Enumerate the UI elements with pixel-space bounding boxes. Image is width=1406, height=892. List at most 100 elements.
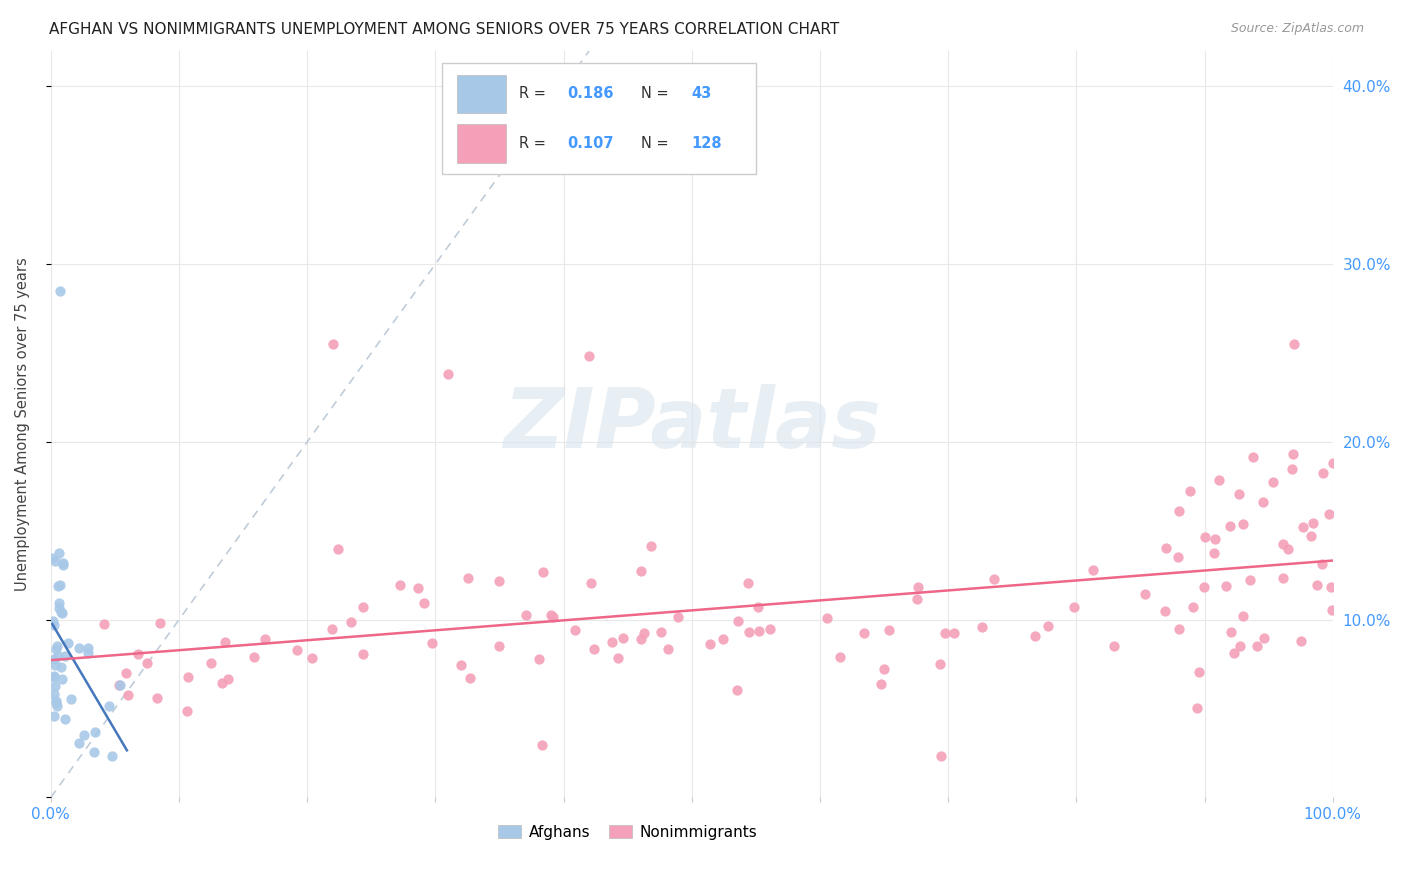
Point [450, 657, 472, 672]
Point [1232, 609, 1254, 624]
Point [759, 622, 782, 636]
Point [1215, 579, 1237, 593]
Point [176, 704, 198, 718]
Point [1133, 587, 1156, 601]
Point [541, 610, 564, 624]
Text: R =: R = [519, 136, 550, 151]
Point [352, 599, 374, 614]
Point [1277, 541, 1299, 556]
Point [200, 656, 222, 670]
Point [149, 616, 172, 631]
Point [630, 564, 652, 578]
Point [1282, 448, 1305, 462]
Point [42, 651, 65, 665]
Text: AFGHAN VS NONIMMIGRANTS UNEMPLOYMENT AMONG SENIORS OVER 75 YEARS CORRELATION CHA: AFGHAN VS NONIMMIGRANTS UNEMPLOYMENT AMO… [49, 22, 839, 37]
Point [1322, 456, 1344, 470]
Point [737, 576, 759, 591]
Point [1204, 533, 1226, 547]
Point [488, 574, 510, 588]
Point [666, 610, 689, 624]
Point [869, 677, 891, 691]
Point [51, 605, 73, 619]
Point [1154, 604, 1177, 618]
Point [727, 614, 749, 628]
Point [301, 651, 323, 665]
Point [177, 670, 200, 684]
Point [1192, 580, 1215, 594]
Text: 128: 128 [692, 136, 723, 151]
Point [583, 642, 606, 657]
Point [52, 558, 75, 573]
Point [46, 699, 69, 714]
Text: 0.186: 0.186 [568, 87, 614, 102]
Text: N =: N = [641, 87, 673, 102]
Point [254, 632, 277, 647]
Point [1320, 603, 1343, 617]
Point [1102, 639, 1125, 653]
Legend: Afghans, Nonimmigrants: Afghans, Nonimmigrants [492, 819, 763, 846]
Point [564, 624, 586, 638]
Point [1312, 557, 1334, 571]
Point [633, 626, 655, 640]
Point [60, 692, 83, 706]
Point [1251, 495, 1274, 509]
Point [243, 650, 266, 665]
Point [579, 576, 602, 591]
Point [67, 736, 90, 750]
Point [51, 606, 73, 620]
Point [41, 551, 63, 566]
Point [1312, 466, 1334, 480]
Text: N =: N = [641, 136, 673, 151]
Point [828, 649, 851, 664]
Point [1063, 600, 1085, 615]
Point [873, 662, 896, 676]
Point [437, 368, 460, 382]
Point [49, 660, 72, 674]
Point [73, 728, 96, 742]
Point [117, 688, 139, 702]
Point [929, 749, 952, 764]
Point [747, 599, 769, 614]
Point [711, 632, 734, 647]
Point [44, 670, 66, 684]
Point [970, 620, 993, 634]
Point [1227, 487, 1250, 501]
Point [406, 581, 429, 595]
Bar [457, 124, 506, 162]
Point [1178, 484, 1201, 499]
Point [285, 643, 308, 657]
Point [42, 668, 65, 682]
Point [815, 611, 838, 625]
Point [1154, 541, 1177, 555]
Point [45, 696, 67, 710]
Point [1261, 475, 1284, 489]
Point [928, 657, 950, 672]
Point [934, 625, 956, 640]
Point [531, 738, 554, 752]
Point [77, 641, 100, 656]
Point [45, 642, 67, 657]
Point [1187, 701, 1209, 715]
Point [83, 745, 105, 759]
Point [640, 539, 662, 553]
Point [83, 725, 105, 739]
FancyBboxPatch shape [441, 63, 756, 174]
Point [322, 337, 344, 351]
Point [389, 578, 412, 592]
Point [46, 579, 69, 593]
Point [46, 649, 69, 664]
Point [540, 607, 562, 622]
Point [48, 546, 70, 560]
Point [211, 676, 233, 690]
Point [77, 646, 100, 660]
Point [1306, 578, 1329, 592]
Point [1284, 337, 1306, 351]
Point [321, 622, 343, 636]
Point [1036, 619, 1059, 633]
Point [1301, 529, 1323, 543]
Point [578, 350, 600, 364]
Point [53, 649, 76, 664]
Text: Source: ZipAtlas.com: Source: ZipAtlas.com [1230, 22, 1364, 36]
Point [56, 635, 79, 649]
Point [44, 687, 66, 701]
